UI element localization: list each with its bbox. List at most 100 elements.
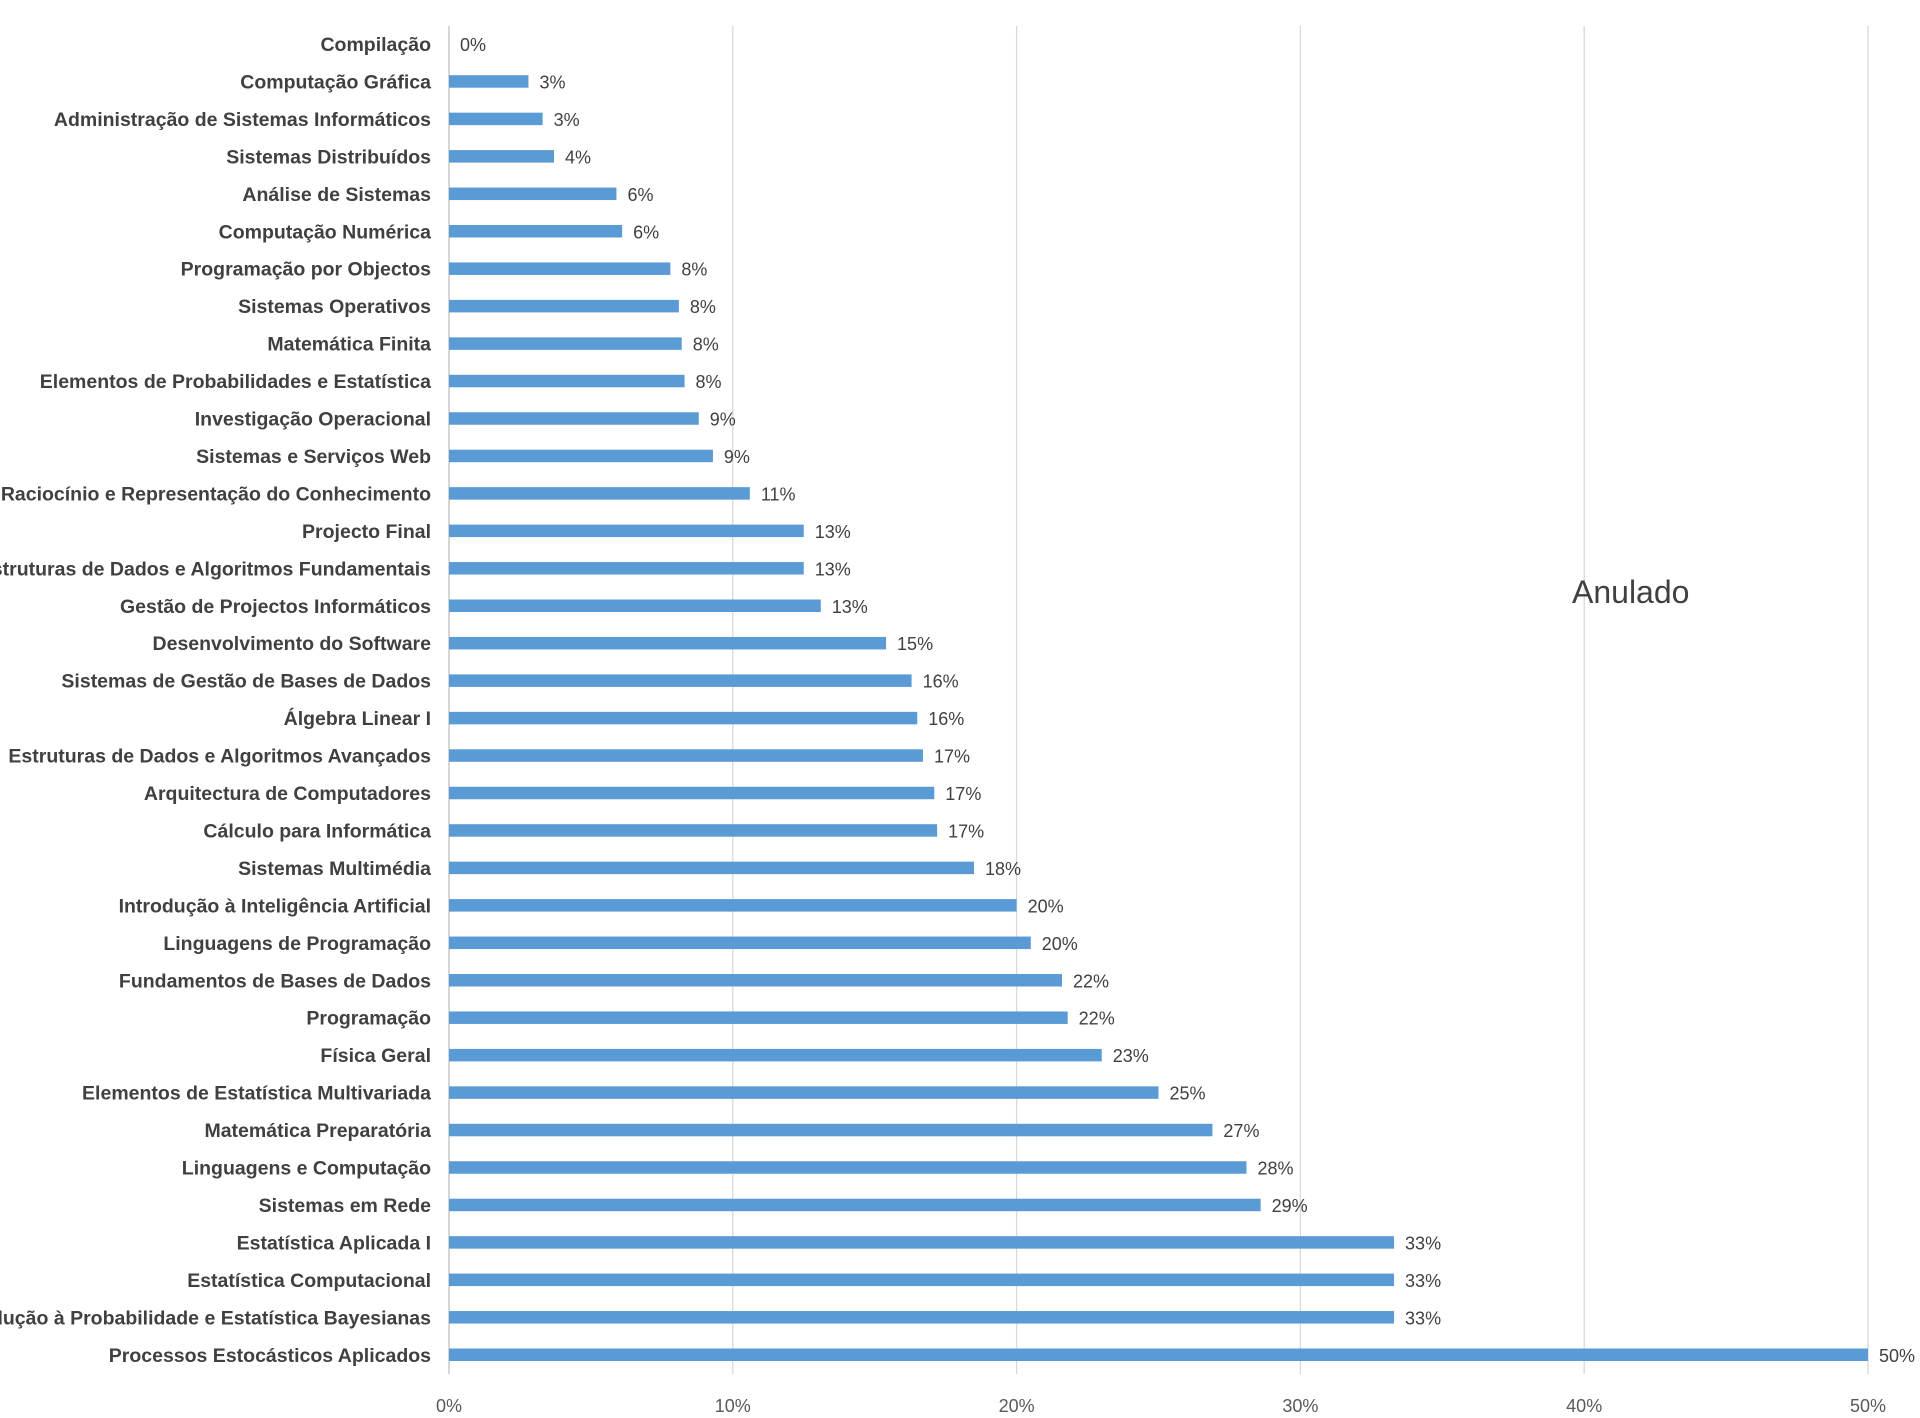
bar [449, 75, 529, 88]
bar [449, 187, 617, 201]
x-tick-label: 10% [715, 1396, 751, 1416]
bar [449, 524, 804, 538]
category-label: Arquitectura de Computadores [144, 783, 431, 805]
x-tick-label: 0% [436, 1396, 462, 1416]
bar [449, 1048, 1102, 1062]
category-label: Introdução à Inteligência Artificial [119, 895, 431, 917]
category-label: Fundamentos de Bases de Dados [119, 970, 431, 992]
data-label: 13% [832, 597, 868, 617]
data-label: 6% [633, 222, 659, 242]
category-label: Sistemas Distribuídos [226, 146, 431, 168]
data-label: 20% [1028, 896, 1064, 916]
bar [449, 899, 1017, 912]
data-label: 33% [1405, 1308, 1441, 1328]
data-label: 17% [945, 784, 981, 804]
data-label: 4% [565, 147, 591, 167]
category-label: Computação Numérica [219, 221, 432, 243]
category-label: Projecto Final [302, 521, 431, 543]
category-label: Linguagens de Programação [163, 933, 431, 955]
bar [449, 337, 682, 350]
bar [449, 1011, 1068, 1024]
bar [449, 674, 912, 687]
category-label: Desenvolvimento do Software [153, 633, 432, 655]
data-label: 20% [1042, 934, 1078, 954]
bar [449, 150, 555, 163]
category-label: Sistemas Operativos [238, 296, 431, 318]
category-label: Estatística Aplicada I [237, 1232, 431, 1254]
bar [449, 1086, 1159, 1099]
data-label: 15% [897, 634, 933, 654]
data-label: 25% [1170, 1084, 1206, 1104]
category-label: Matemática Preparatória [204, 1120, 431, 1142]
data-label: 8% [696, 372, 722, 392]
category-label: Administração de Sistemas Informáticos [54, 109, 431, 131]
data-label: 22% [1073, 971, 1109, 991]
data-label: 23% [1113, 1046, 1149, 1066]
data-label: 50% [1879, 1346, 1915, 1366]
category-label: Física Geral [320, 1045, 431, 1067]
annotation-label: Anulado [1572, 574, 1689, 610]
bar [449, 1236, 1395, 1249]
bar [449, 1161, 1247, 1174]
bar [449, 786, 935, 800]
bar [449, 225, 623, 238]
category-label: Sistemas e Serviços Web [196, 446, 431, 468]
category-label: Compilação [320, 34, 431, 56]
data-label: 33% [1405, 1271, 1441, 1291]
bar [449, 974, 1063, 987]
bar [449, 1311, 1395, 1324]
category-label: Sistemas Multimédia [238, 858, 431, 880]
category-label: Elementos de Estatística Multivariada [82, 1083, 431, 1105]
x-tick-label: 20% [999, 1396, 1035, 1416]
data-label: 9% [724, 447, 750, 467]
data-label: 16% [923, 672, 959, 692]
category-label: Análise de Sistemas [242, 184, 431, 206]
bar [449, 749, 923, 762]
data-label: 22% [1079, 1009, 1115, 1029]
data-label: 29% [1272, 1196, 1308, 1216]
bar [449, 449, 713, 463]
bar [449, 1273, 1395, 1287]
category-label: Sistemas em Rede [259, 1195, 431, 1217]
bar [449, 487, 750, 500]
data-label: 6% [627, 185, 653, 205]
category-label: Elementos de Probabilidades e Estatístic… [40, 371, 431, 393]
category-label: Estruturas de Dados e Algoritmos Avançad… [8, 746, 431, 768]
data-label: 8% [693, 335, 719, 355]
x-tick-label: 50% [1850, 1396, 1886, 1416]
category-label: Processos Estocásticos Aplicados [109, 1345, 431, 1367]
bar [449, 861, 975, 875]
data-label: 28% [1257, 1159, 1293, 1179]
bar [449, 262, 671, 275]
data-label: 18% [985, 859, 1021, 879]
bar [449, 112, 543, 126]
bar [449, 412, 699, 425]
gridlines [448, 26, 1869, 1374]
data-label: 17% [934, 747, 970, 767]
data-label: 33% [1405, 1233, 1441, 1253]
bar [449, 1348, 1868, 1361]
data-label: 13% [815, 559, 851, 579]
category-label: Computação Gráfica [240, 71, 431, 93]
category-label: Programação [306, 1008, 431, 1030]
x-tick-label: 40% [1566, 1396, 1602, 1416]
bar [449, 936, 1031, 950]
data-label: 3% [554, 110, 580, 130]
bar [449, 562, 804, 575]
bar [449, 374, 685, 388]
category-label: Raciocínio e Representação do Conhecimen… [1, 483, 431, 505]
bar [449, 636, 887, 650]
category-label: Matemática Finita [267, 334, 431, 356]
bar [449, 599, 821, 612]
category-label: Álgebra Linear I [284, 707, 431, 730]
bar [449, 824, 938, 837]
category-label: Gestão de Projectos Informáticos [120, 596, 431, 618]
category-label: Estatística Computacional [187, 1270, 431, 1292]
category-label: Estruturas de Dados e Algoritmos Fundame… [0, 558, 431, 580]
category-label: Sistemas de Gestão de Bases de Dados [61, 671, 431, 693]
data-label: 17% [948, 821, 984, 841]
category-label: Introdução à Probabilidade e Estatística… [0, 1307, 431, 1329]
category-label: Cálculo para Informática [203, 820, 431, 842]
category-label: Programação por Objectos [181, 259, 431, 281]
